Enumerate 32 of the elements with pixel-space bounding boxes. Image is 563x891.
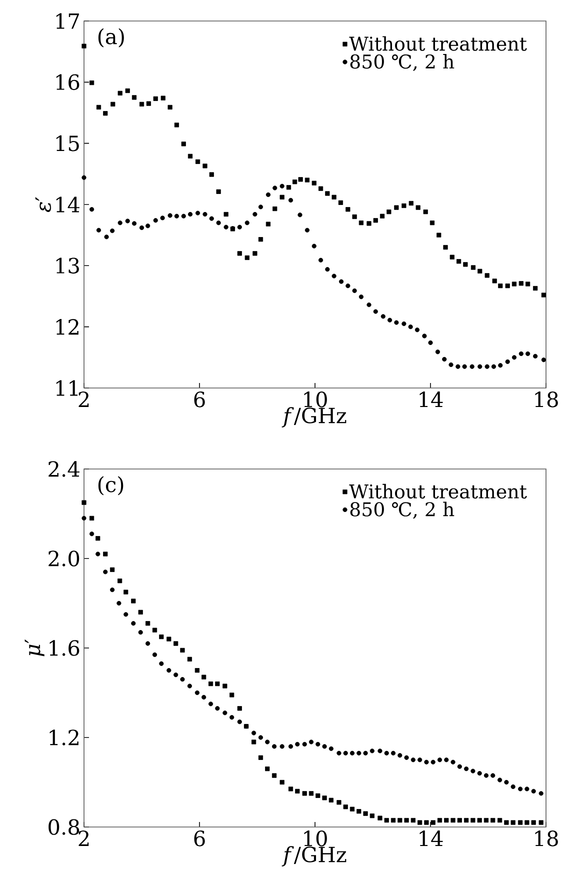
legend-label: Without treatment <box>349 36 527 51</box>
x-tick-label: 6 <box>194 830 206 846</box>
y-tick-label: 14 <box>56 196 80 212</box>
legend-label: 850 ℃, 2 h <box>350 54 454 72</box>
x-tick-label: 10 <box>304 830 328 846</box>
x-tick-label: 10 <box>304 392 328 408</box>
x-axis-title: f/GHz <box>282 846 346 866</box>
x-tick-label: 18 <box>535 830 558 846</box>
y-axis-title: ε′ <box>36 197 52 212</box>
y-tick-label: 15 <box>56 135 80 152</box>
y-tick-label: 1.6 <box>50 640 80 656</box>
annotation: (a) <box>98 28 124 48</box>
x-tick-label: 14 <box>420 392 443 408</box>
legend-label: 850 ℃, 2 h <box>350 502 454 519</box>
x-tick-label: 2 <box>78 830 89 846</box>
y-tick-label: 2.4 <box>48 461 80 477</box>
y-tick-label: 11 <box>56 380 78 396</box>
legend-label: Without treatment <box>349 484 527 499</box>
y-tick-label: 0.8 <box>48 819 80 835</box>
y-tick-label: 12 <box>56 319 79 335</box>
x-tick-label: 18 <box>535 392 558 408</box>
annotation: (c) <box>98 476 124 496</box>
y-tick-label: 17 <box>56 13 80 29</box>
y-tick-label: 1.2 <box>50 730 79 746</box>
y-tick-label: 13 <box>56 258 80 274</box>
y-tick-label: 16 <box>56 74 80 90</box>
x-tick-label: 2 <box>78 392 89 408</box>
x-tick-label: 14 <box>420 830 443 846</box>
x-axis-title: f/GHz <box>282 407 346 428</box>
y-axis-title: μ′ <box>24 639 45 656</box>
x-tick-label: 6 <box>194 392 206 408</box>
y-tick-label: 2.0 <box>48 550 80 566</box>
